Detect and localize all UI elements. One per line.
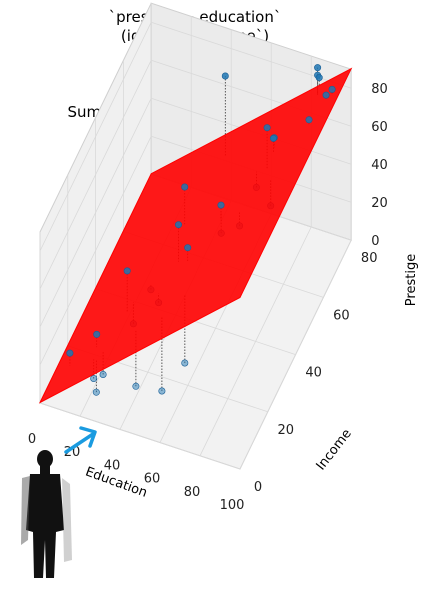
data-point: [184, 244, 192, 252]
regression-plane-surface: [38, 67, 353, 404]
y-tick-label: 60: [333, 308, 350, 323]
y-tick-label: 40: [305, 366, 322, 381]
z-tick-label: 40: [371, 158, 388, 173]
y-tick-label: 0: [254, 480, 262, 495]
data-point: [123, 267, 131, 275]
data-point: [93, 330, 101, 338]
data-point: [66, 349, 74, 357]
z-tick-label: 60: [371, 120, 388, 135]
grid-line-floor-y: [39, 402, 241, 470]
data-point: [90, 374, 98, 382]
person-silhouette-image: [21, 450, 72, 578]
z-tick-label: 20: [371, 196, 388, 211]
y-tick-label: 80: [361, 251, 378, 266]
x-tick-label: 40: [104, 458, 121, 473]
data-point: [181, 183, 189, 191]
grid-line-wall-z: [39, 98, 152, 328]
data-points-front: [66, 64, 336, 357]
decorations: [21, 426, 97, 578]
data-point: [158, 387, 166, 395]
data-point: [314, 64, 322, 72]
x-tick-label: 0: [28, 432, 36, 447]
grid-line-wall-z: [39, 22, 152, 252]
x-tick-label: 80: [184, 485, 201, 500]
data-point: [328, 85, 336, 93]
z-tick-label: 0: [371, 234, 379, 249]
data-point: [269, 134, 277, 142]
z-axis-label: Prestige: [404, 254, 419, 306]
x-tick-label: 100: [220, 498, 245, 513]
data-point: [305, 116, 313, 124]
data-point: [175, 221, 183, 229]
data-point: [92, 388, 100, 396]
data-point: [217, 201, 225, 209]
x-tick-label: 60: [144, 472, 161, 487]
data-point: [315, 74, 323, 82]
data-point: [221, 72, 229, 80]
pointer-arrow-icon: [64, 426, 97, 454]
data-point: [132, 382, 140, 390]
data-point: [181, 359, 189, 367]
grid-line-wall-z: [39, 136, 152, 366]
data-point: [322, 91, 330, 99]
z-tick-label: 80: [371, 82, 388, 97]
data-point: [263, 124, 271, 132]
data-point: [99, 370, 107, 378]
grid-line-wall-z: [39, 60, 152, 290]
y-axis-label: Income: [314, 426, 355, 473]
y-tick-label: 20: [278, 423, 295, 438]
regression-plane: [38, 67, 353, 404]
